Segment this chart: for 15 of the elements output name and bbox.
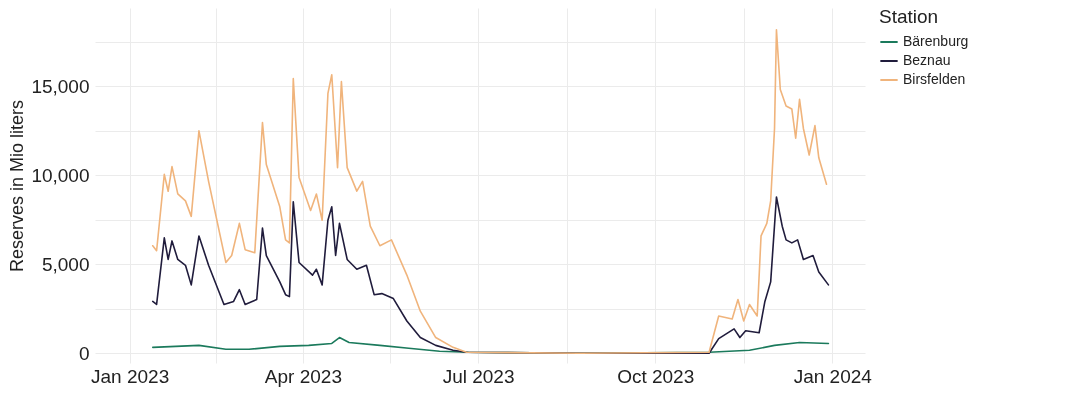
x-tick-label: Jan 2023 xyxy=(91,365,170,387)
legend-label: Bärenburg xyxy=(903,33,969,49)
y-tick-label: 10,000 xyxy=(31,164,90,186)
x-tick-label: Oct 2023 xyxy=(617,365,695,387)
x-tick-label: Jan 2024 xyxy=(793,365,873,387)
x-tick-label: Apr 2023 xyxy=(264,365,342,387)
y-axis-title: Reserves in Mio liters xyxy=(7,99,28,273)
line-series xyxy=(151,29,828,355)
y-tick-label: 5,000 xyxy=(41,253,90,275)
legend-title: Station xyxy=(879,6,939,27)
y-tick-label: 15,000 xyxy=(31,75,90,97)
x-tick-label: Jul 2023 xyxy=(442,365,515,387)
legend-label: Birsfelden xyxy=(903,71,966,87)
y-tick-label: 0 xyxy=(78,342,90,364)
legend-label: Beznau xyxy=(903,52,951,68)
